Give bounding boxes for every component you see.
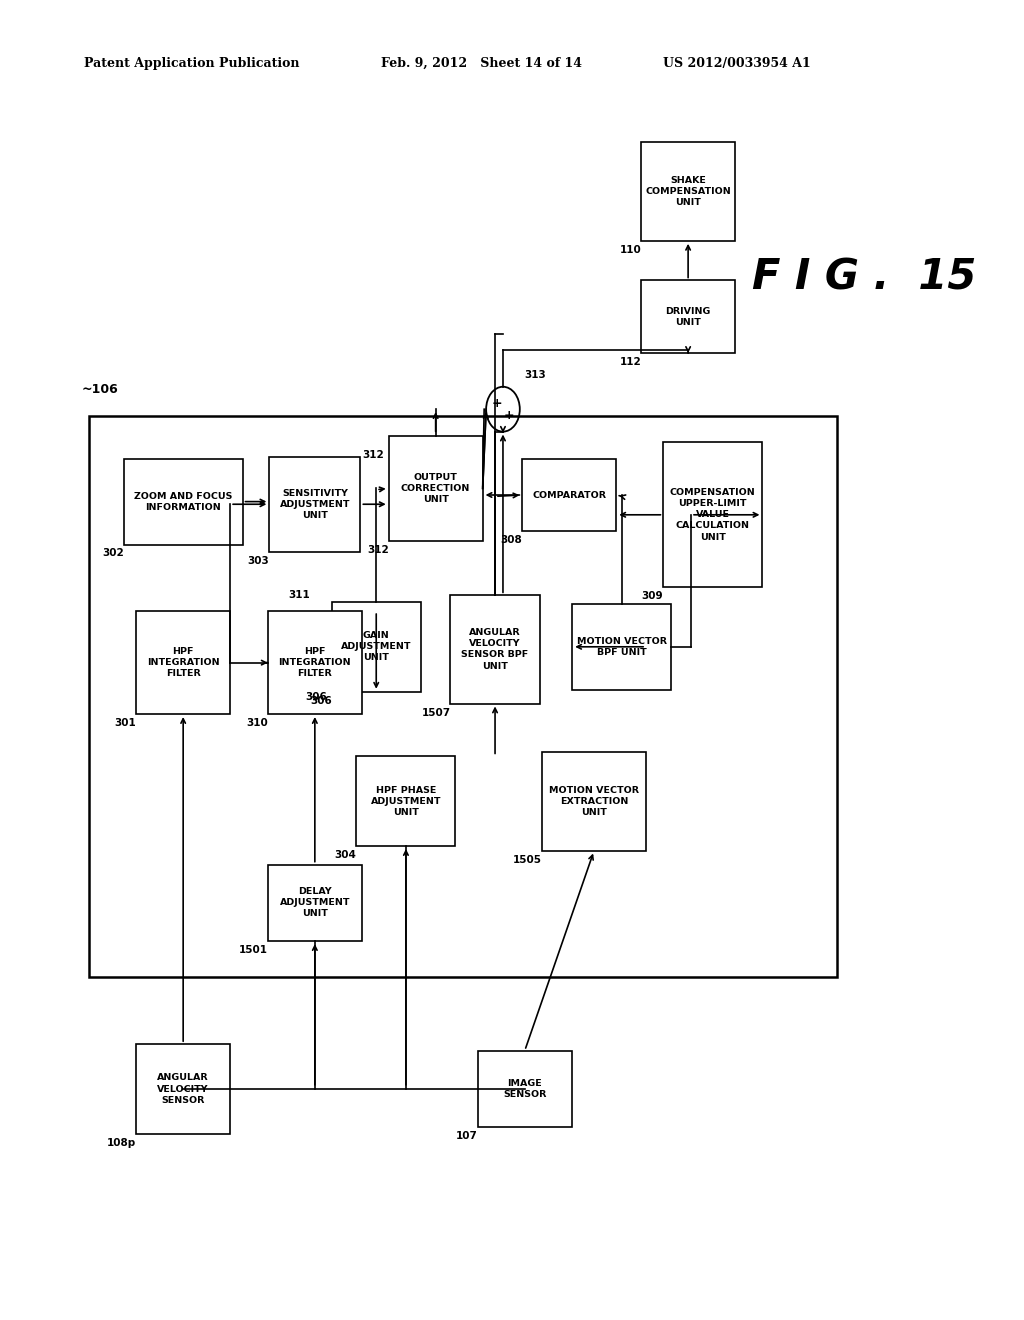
Text: OUTPUT
CORRECTION
UNIT: OUTPUT CORRECTION UNIT bbox=[401, 473, 470, 504]
Text: SHAKE
COMPENSATION
UNIT: SHAKE COMPENSATION UNIT bbox=[645, 176, 731, 207]
FancyBboxPatch shape bbox=[522, 458, 616, 531]
Text: 1505: 1505 bbox=[513, 855, 542, 865]
Text: 1507: 1507 bbox=[421, 708, 451, 718]
Text: HPF
INTEGRATION
FILTER: HPF INTEGRATION FILTER bbox=[279, 647, 351, 678]
FancyBboxPatch shape bbox=[542, 751, 646, 850]
FancyBboxPatch shape bbox=[641, 280, 735, 352]
Text: 312: 312 bbox=[367, 545, 389, 556]
Text: MOTION VECTOR
BPF UNIT: MOTION VECTOR BPF UNIT bbox=[577, 636, 667, 657]
Text: ~106: ~106 bbox=[81, 383, 118, 396]
Text: +: + bbox=[504, 409, 514, 422]
FancyBboxPatch shape bbox=[641, 143, 735, 242]
Text: Patent Application Publication: Patent Application Publication bbox=[84, 57, 300, 70]
Text: +: + bbox=[492, 397, 503, 411]
Text: F I G .  15: F I G . 15 bbox=[753, 256, 977, 298]
FancyBboxPatch shape bbox=[136, 1044, 230, 1134]
FancyBboxPatch shape bbox=[389, 436, 482, 541]
FancyBboxPatch shape bbox=[572, 605, 672, 689]
Text: 308: 308 bbox=[501, 536, 522, 545]
Text: DELAY
ADJUSTMENT
UNIT: DELAY ADJUSTMENT UNIT bbox=[280, 887, 350, 919]
Text: 306: 306 bbox=[310, 696, 332, 706]
Text: DRIVING
UNIT: DRIVING UNIT bbox=[666, 306, 711, 327]
FancyBboxPatch shape bbox=[268, 865, 361, 941]
Text: ANGULAR
VELOCITY
SENSOR BPF
UNIT: ANGULAR VELOCITY SENSOR BPF UNIT bbox=[462, 628, 528, 671]
Text: 304: 304 bbox=[335, 850, 356, 861]
Text: HPF PHASE
ADJUSTMENT
UNIT: HPF PHASE ADJUSTMENT UNIT bbox=[371, 785, 441, 817]
Text: 107: 107 bbox=[456, 1131, 478, 1142]
Text: ZOOM AND FOCUS
INFORMATION: ZOOM AND FOCUS INFORMATION bbox=[134, 491, 232, 512]
Text: 312: 312 bbox=[361, 450, 384, 461]
Text: 306: 306 bbox=[305, 692, 327, 702]
FancyBboxPatch shape bbox=[356, 756, 456, 846]
Text: IMAGE
SENSOR: IMAGE SENSOR bbox=[503, 1078, 547, 1100]
FancyBboxPatch shape bbox=[89, 416, 837, 977]
FancyBboxPatch shape bbox=[268, 611, 361, 714]
Text: Feb. 9, 2012   Sheet 14 of 14: Feb. 9, 2012 Sheet 14 of 14 bbox=[381, 57, 583, 70]
FancyBboxPatch shape bbox=[332, 602, 421, 692]
FancyBboxPatch shape bbox=[124, 458, 243, 544]
Text: 301: 301 bbox=[115, 718, 136, 729]
Text: 110: 110 bbox=[620, 244, 641, 255]
FancyBboxPatch shape bbox=[664, 442, 763, 587]
Text: SENSITIVITY
ADJUSTMENT
UNIT: SENSITIVITY ADJUSTMENT UNIT bbox=[280, 488, 350, 520]
Text: GAIN
ADJUSTMENT
UNIT: GAIN ADJUSTMENT UNIT bbox=[341, 631, 412, 663]
Text: 313: 313 bbox=[524, 370, 547, 380]
Text: 303: 303 bbox=[248, 556, 269, 566]
Text: 302: 302 bbox=[102, 549, 124, 558]
FancyBboxPatch shape bbox=[451, 595, 540, 704]
Text: 310: 310 bbox=[246, 718, 268, 729]
FancyBboxPatch shape bbox=[136, 611, 230, 714]
Text: COMPARATOR: COMPARATOR bbox=[532, 491, 606, 499]
Text: 309: 309 bbox=[642, 591, 664, 602]
Text: ANGULAR
VELOCITY
SENSOR: ANGULAR VELOCITY SENSOR bbox=[158, 1073, 209, 1105]
Text: US 2012/0033954 A1: US 2012/0033954 A1 bbox=[664, 57, 811, 70]
Text: MOTION VECTOR
EXTRACTION
UNIT: MOTION VECTOR EXTRACTION UNIT bbox=[549, 785, 639, 817]
Text: 311: 311 bbox=[288, 590, 310, 601]
Text: HPF
INTEGRATION
FILTER: HPF INTEGRATION FILTER bbox=[146, 647, 219, 678]
Text: COMPENSATION
UPPER-LIMIT
VALUE
CALCULATION
UNIT: COMPENSATION UPPER-LIMIT VALUE CALCULATI… bbox=[670, 488, 756, 541]
Text: 1501: 1501 bbox=[239, 945, 268, 956]
Text: 112: 112 bbox=[620, 356, 641, 367]
FancyBboxPatch shape bbox=[478, 1051, 571, 1127]
Text: 108p: 108p bbox=[106, 1138, 136, 1148]
FancyBboxPatch shape bbox=[269, 457, 360, 552]
